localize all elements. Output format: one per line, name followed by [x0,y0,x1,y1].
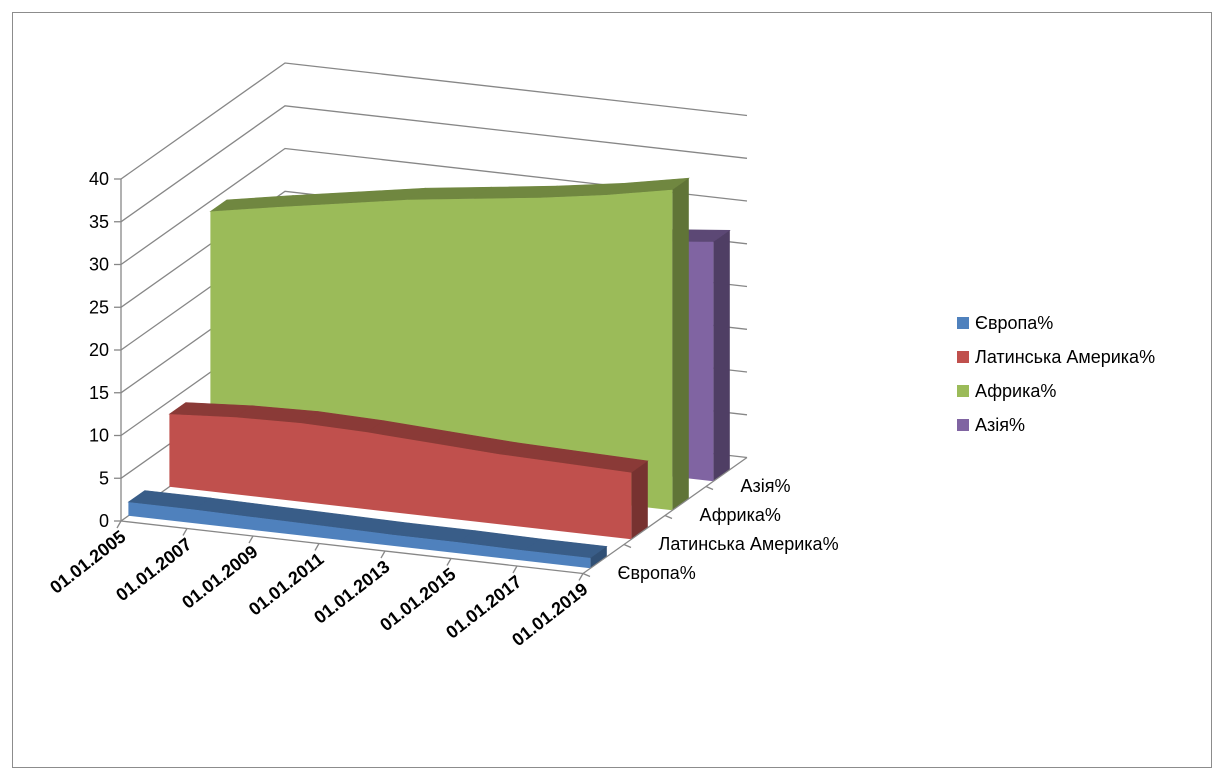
y-tick-label: 20 [89,340,109,360]
legend-swatch [957,419,969,431]
depth-tick-label: Латинська Америка% [659,534,839,554]
legend-label: Європа% [975,313,1053,333]
y-tick-label: 35 [89,212,109,232]
x-tick-mark [248,535,254,544]
depth-tick-mark [623,543,632,549]
x-tick-mark [182,528,188,536]
depth-tick-mark [582,572,591,578]
series-1 [127,490,608,569]
gridline [120,147,748,266]
depth-tick-mark [664,514,673,520]
series-end-cap [672,178,689,511]
legend-label: Африка% [975,381,1056,401]
y-tick-label: 25 [89,297,109,317]
depth-tick-label: Азія% [741,476,791,496]
x-tick-mark [578,573,584,581]
x-tick-mark [314,543,320,551]
series-front-face [169,414,632,540]
y-tick-label: 30 [89,255,109,275]
x-tick-mark [512,565,518,574]
legend-swatch [957,351,969,363]
series-end-cap [631,461,648,540]
series-end-cap [590,546,607,569]
x-tick-mark [446,558,452,566]
gridline [120,105,748,223]
legend: Європа% Латинська Америка% Африка% Азія% [957,313,1155,435]
y-tick-label: 40 [89,169,109,189]
y-tick-label: 0 [99,511,109,531]
series-front-face [128,502,591,569]
series-2 [168,402,649,540]
x-tick-mark [116,520,122,529]
y-axis-ticks: 0 5 10 15 20 25 30 35 40 [89,169,121,531]
depth-tick-label: Африка% [700,505,781,525]
series-layer [127,177,731,569]
y-tick-label: 15 [89,383,109,403]
y-tick-label: 5 [99,468,109,488]
y-tick-label: 10 [89,426,109,446]
depth-axis-ticks: Європа% Латинська Америка% Африка% Азія% [582,476,839,583]
chart-frame: 0 5 10 15 20 25 30 35 40 01.01.2005 01.01.2007 01.… [12,12,1212,768]
series-end-cap [713,230,730,482]
depth-tick-mark [705,485,714,491]
x-tick-mark [380,550,386,559]
depth-tick-label: Європа% [618,563,696,583]
x-axis-line [120,520,584,575]
legend-swatch [957,385,969,397]
gridline [120,62,748,180]
legend-label: Латинська Америка% [975,347,1155,367]
legend-swatch [957,317,969,329]
legend-label: Азія% [975,415,1025,435]
